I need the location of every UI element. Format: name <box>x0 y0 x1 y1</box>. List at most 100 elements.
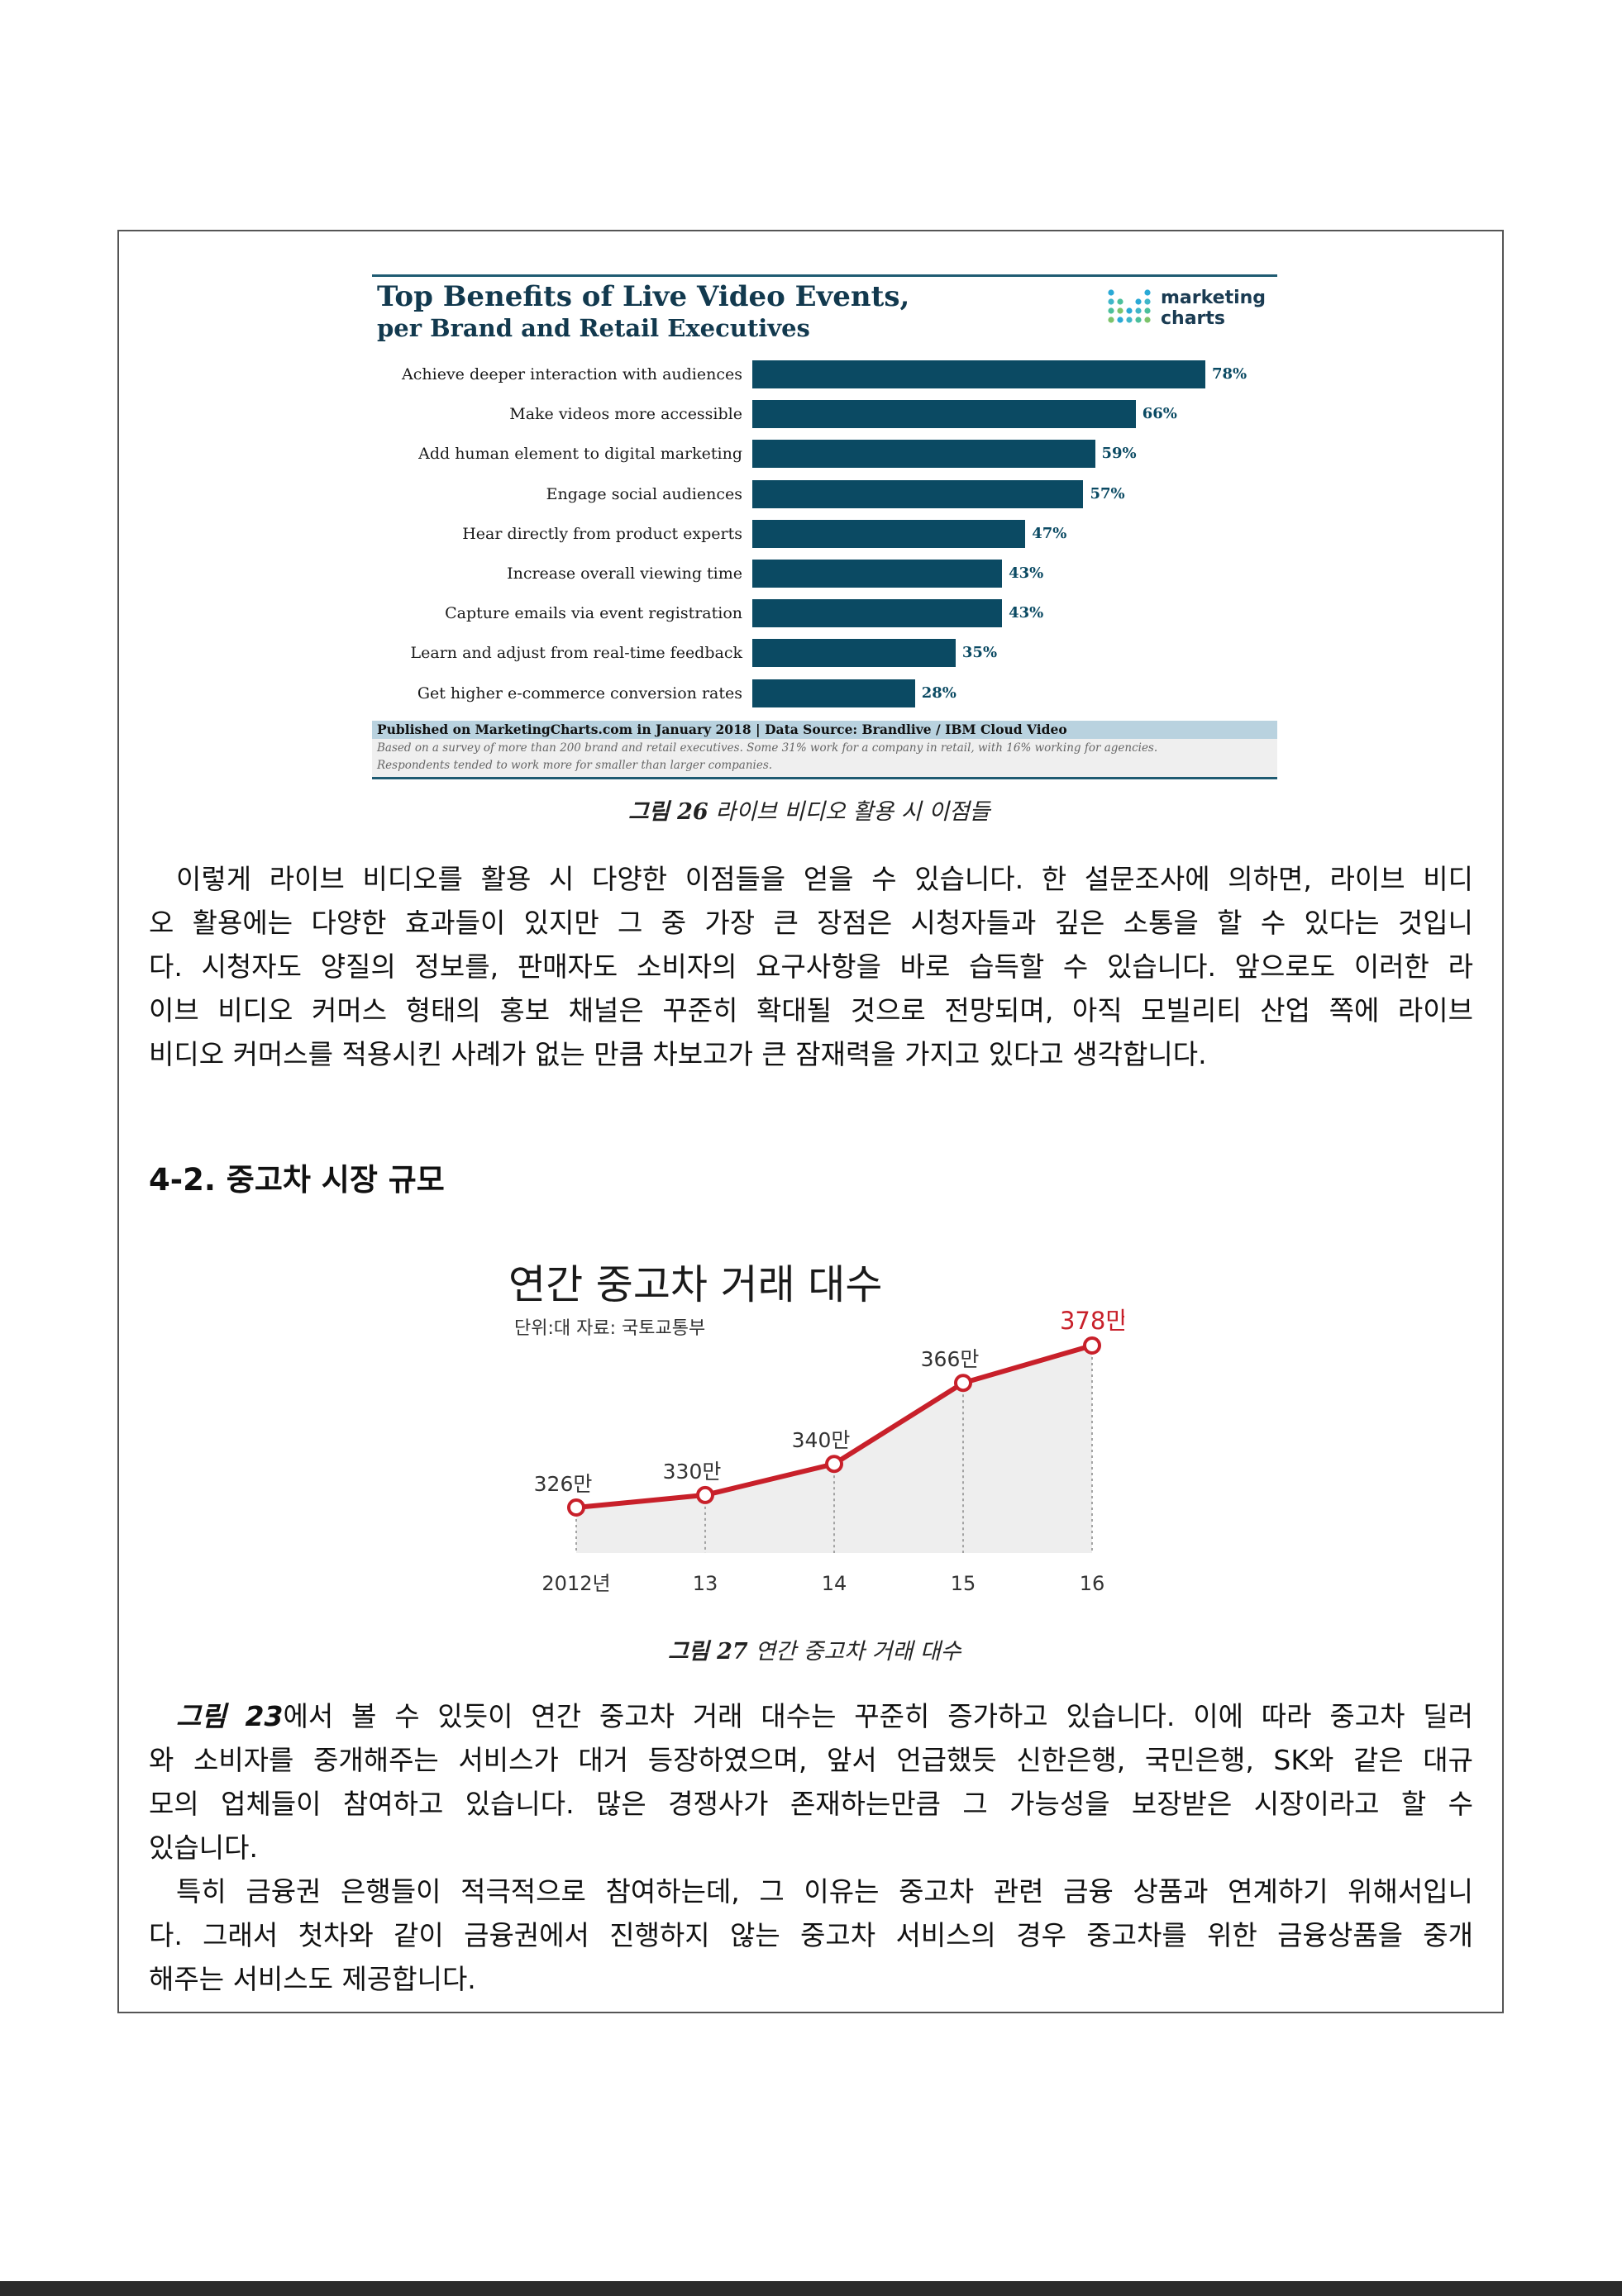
paragraph-line: 다. 시청자도 양질의 정보를, 판매자도 소비자의 요구사항을 바로 습득할 … <box>149 950 1473 983</box>
chart-bottom-rule <box>372 777 1277 779</box>
bar-category-label: Achieve deeper interaction with audience… <box>402 365 742 383</box>
value-label: 366만 <box>921 1347 980 1371</box>
bar <box>752 479 1084 508</box>
logo-dot <box>1135 307 1142 314</box>
paragraph-line: 해주는 서비스도 제공합니다. <box>149 1963 476 1995</box>
value-label: 340만 <box>792 1428 851 1452</box>
bar <box>752 519 1026 548</box>
data-point <box>567 1498 585 1517</box>
data-point <box>696 1485 714 1504</box>
bar-value-label: 66% <box>1142 405 1177 423</box>
paragraph-line: 오 활용에는 다양한 효과들이 있지만 그 중 가장 큰 장점은 시청자들과 깊… <box>149 907 1473 939</box>
caption-number: 그림 26 <box>628 799 708 825</box>
bar-value-label: 47% <box>1032 524 1067 542</box>
bar-value-label: 78% <box>1212 365 1248 383</box>
bar <box>752 400 1136 429</box>
bar-category-label: Add human element to digital marketing <box>418 445 742 464</box>
figure-reference: 그림 23 <box>176 1700 284 1732</box>
logo-dot <box>1135 298 1142 305</box>
paragraph-line: 모의 업체들이 참여하고 있습니다. 많은 경쟁사가 존재하는만큼 그 가능성을… <box>149 1788 1473 1820</box>
logo-text: marketing charts <box>1161 288 1266 329</box>
logo-dot <box>1108 307 1114 314</box>
logo-dot <box>1126 317 1133 323</box>
bar <box>752 440 1095 469</box>
paragraph-line: 비디오 커머스를 적용시킨 사례가 없는 만큼 차보고가 큰 잠재력을 가지고 … <box>149 1038 1207 1070</box>
logo-text-line2: charts <box>1161 308 1226 329</box>
caption-text: 연간 중고차 거래 대수 <box>747 1639 961 1665</box>
caption-text: 라이브 비디오 활용 시 이점들 <box>708 799 990 825</box>
value-label: 330만 <box>663 1460 722 1484</box>
paragraph-line: 와 소비자를 중개해주는 서비스가 대거 등장하였으며, 앞서 언급했듯 신한은… <box>149 1744 1473 1776</box>
bar-category-label: Make videos more accessible <box>509 405 742 424</box>
marketing-charts-logo: marketing charts <box>1106 286 1271 336</box>
bar-category-label: Learn and adjust from real-time feedback <box>410 644 742 663</box>
figure-26-bar-chart: Top Benefits of Live Video Events, per B… <box>372 274 1277 780</box>
bar-value-label: 57% <box>1090 484 1125 503</box>
bar <box>752 639 956 668</box>
logo-text-line1: marketing <box>1161 288 1267 308</box>
logo-dot <box>1108 317 1114 323</box>
bar <box>752 679 915 707</box>
note-band <box>372 739 1277 777</box>
data-point <box>954 1374 972 1393</box>
x-tick-label: 15 <box>951 1572 976 1595</box>
data-point <box>825 1455 843 1474</box>
section-heading: 4-2. 중고차 시장 규모 <box>149 1162 445 1198</box>
logo-dot <box>1144 298 1151 305</box>
value-label: 326만 <box>534 1472 593 1496</box>
bar-category-label: Engage social audiences <box>546 484 742 503</box>
paragraph-line: 이브 비디오 커머스 형태의 홍보 채널은 꾸준히 확대될 것으로 전망되며, … <box>149 994 1473 1027</box>
chart-unit-source: 단위:대 자료: 국토교통부 <box>514 1318 706 1339</box>
bar-category-label: Increase overall viewing time <box>507 564 742 583</box>
logo-dot <box>1108 289 1114 296</box>
paragraph-2-line-1-text: 에서 볼 수 있듯이 연간 중고차 거래 대수는 꾸준히 증가하고 있습니다. … <box>283 1700 1473 1732</box>
chart-top-rule <box>372 274 1277 277</box>
figure-27-area-chart: 연간 중고차 거래 대수 단위:대 자료: 국토교통부 326만 330만 340만… <box>496 1256 1124 1603</box>
source-band <box>372 721 1277 739</box>
bar-value-label: 35% <box>961 644 998 662</box>
bar-value-label: 59% <box>1101 445 1137 463</box>
logo-dot <box>1108 298 1114 305</box>
paragraph-line: 있습니다. <box>149 1832 258 1864</box>
chart-title: 연간 중고차 거래 대수 <box>508 1261 883 1308</box>
x-tick-label: 13 <box>693 1572 718 1595</box>
logo-dot <box>1117 307 1123 314</box>
value-label: 378만 <box>1060 1307 1124 1335</box>
logo-dot <box>1135 317 1142 323</box>
paragraph-line: 다. 그래서 첫차와 같이 금융권에서 진행하지 않는 중고차 서비스의 경우 … <box>149 1919 1473 1951</box>
page-frame <box>117 230 1504 2013</box>
x-tick-label: 16 <box>1080 1572 1105 1595</box>
chart-note-line1: Based on a survey of more than 200 brand… <box>377 741 1158 755</box>
logo-dot <box>1144 307 1151 314</box>
data-point <box>1083 1336 1101 1355</box>
line-chart-svg: 326만 330만 340만 366만 378만 2012년 13 14 15 16 <box>534 1307 1124 1595</box>
caption-number: 그림 27 <box>668 1639 748 1665</box>
bar-category-label: Capture emails via event registration <box>445 604 742 623</box>
chart-note-line2: Respondents tended to work more for smal… <box>377 759 773 772</box>
bar <box>752 599 1003 628</box>
paragraph-line: 이렇게 라이브 비디오를 활용 시 다양한 이점들을 얻을 수 있습니다. 한 … <box>176 863 1473 895</box>
logo-dot <box>1144 317 1151 323</box>
chart-subtitle: per Brand and Retail Executives <box>377 314 810 342</box>
bottom-strip <box>0 2281 1622 2296</box>
figure-27-caption: 그림 27 연간 중고차 거래 대수 <box>668 1638 961 1666</box>
logo-dot <box>1144 289 1151 296</box>
dot-grid-logo-icon <box>1108 289 1151 323</box>
chart-source: Published on MarketingCharts.com in Janu… <box>377 722 1067 737</box>
chart-title: Top Benefits of Live Video Events, <box>377 280 910 313</box>
bar-value-label: 43% <box>1009 564 1044 582</box>
bar <box>752 560 1003 588</box>
bar-value-label: 43% <box>1009 604 1044 622</box>
bar-category-label: Get higher e-commerce conversion rates <box>417 684 742 703</box>
logo-dot <box>1117 298 1123 305</box>
figure-26-caption: 그림 26 라이브 비디오 활용 시 이점들 <box>628 798 990 826</box>
x-tick-label: 14 <box>822 1572 847 1595</box>
bar-category-label: Hear directly from product experts <box>462 524 742 543</box>
bar <box>752 360 1205 388</box>
logo-dot <box>1117 317 1123 323</box>
x-tick-label: 2012년 <box>541 1572 610 1595</box>
paragraph-line: 특히 금융권 은행들이 적극적으로 참여하는데, 그 이유는 중고차 관련 금융… <box>176 1875 1473 1908</box>
bar-value-label: 28% <box>921 684 957 702</box>
paragraph-2-line-1: 그림 23에서 볼 수 있듯이 연간 중고차 거래 대수는 꾸준히 증가하고 있… <box>149 1694 1473 1738</box>
logo-dot <box>1126 307 1133 314</box>
